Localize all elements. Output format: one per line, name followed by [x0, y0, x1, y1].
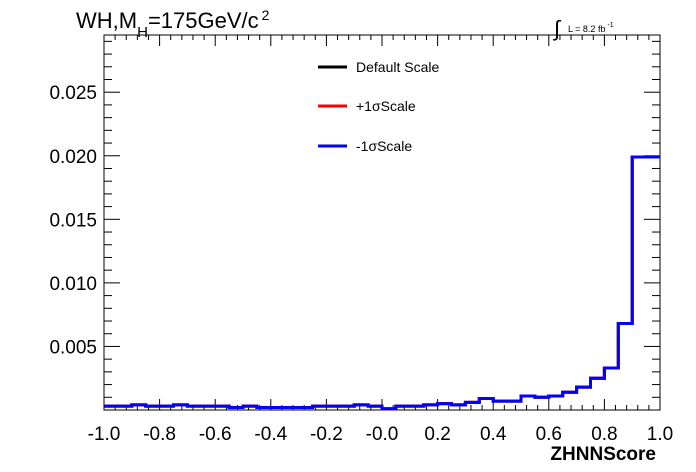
series-group [104, 155, 660, 411]
x-axis-label: ZHNNScore [550, 444, 656, 465]
x-tick-label: 1.0 [647, 424, 673, 445]
x-tick-label: -0.8 [143, 424, 176, 445]
y-tick-label: 0.010 [49, 274, 97, 295]
y-tick-labels: 0.005 0.010 0.015 0.020 0.025 [49, 83, 97, 358]
legend-entry-label: +1σScale [356, 98, 416, 114]
x-tick-labels: -1.0 -0.8 -0.6 -0.4 -0.2 -0.0 0.2 0.4 0.6 0.8 1.0 [88, 424, 674, 445]
y-tick-label: 0.015 [49, 210, 97, 231]
axis-ticks [103, 35, 661, 410]
series-line [104, 155, 660, 411]
y-tick-label: 0.025 [49, 83, 97, 104]
x-tick-label: -0.6 [199, 424, 232, 445]
x-tick-label: 0.2 [424, 424, 450, 445]
legend: Default Scale +1σScale -1σScale [318, 59, 439, 154]
plot-frame [103, 34, 661, 411]
chart-title: WH,MH=175GeV/c 2 [76, 7, 270, 41]
luminosity-integral-symbol: ∫ [552, 16, 562, 41]
y-tick-label: 0.005 [49, 337, 97, 358]
x-tick-label: 0.6 [536, 424, 562, 445]
luminosity-label: L = 8.2 fb -1 [568, 22, 614, 34]
x-tick-label: 0.8 [591, 424, 617, 445]
x-tick-label: -1.0 [88, 424, 121, 445]
x-tick-label: -0.0 [366, 424, 399, 445]
series-line [104, 155, 660, 411]
series-line [104, 155, 660, 411]
x-tick-label: 0.4 [480, 424, 507, 445]
legend-entry-label: Default Scale [356, 59, 439, 75]
x-tick-label: -0.2 [310, 424, 343, 445]
y-tick-label: 0.020 [49, 147, 97, 168]
legend-entry-label: -1σScale [356, 138, 412, 154]
x-tick-label: -0.4 [254, 424, 287, 445]
